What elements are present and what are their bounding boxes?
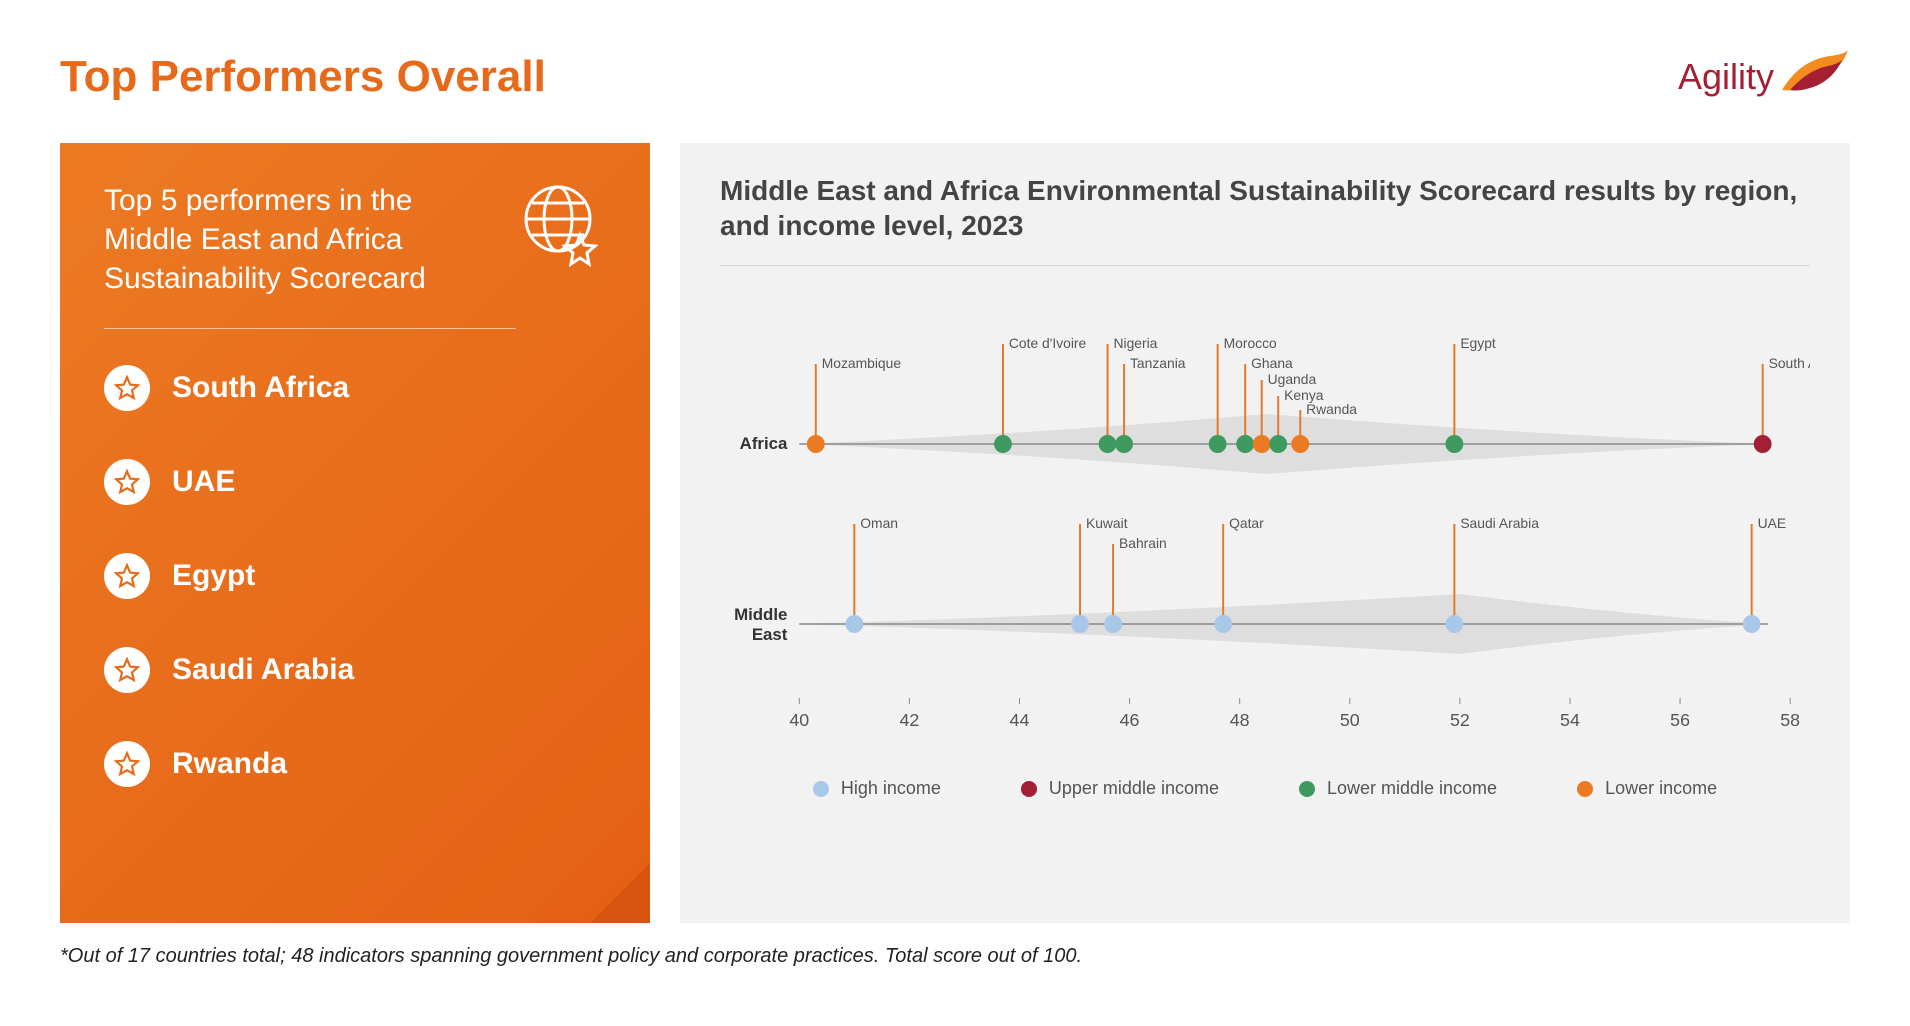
legend-label: Upper middle income [1049,778,1219,799]
list-item: UAE [104,459,606,505]
legend-label: Lower income [1605,778,1717,799]
legend-swatch [1021,781,1037,797]
chart-plot-area: Africa Mozambique Cote d'Ivoire Nigeria Tanz… [720,284,1810,764]
list-item-label: Egypt [172,559,255,593]
legend-item: High income [813,778,941,799]
chart-divider [720,265,1810,266]
footnote: *Out of 17 countries total; 48 indicator… [60,945,1850,968]
row-label: East [752,625,788,644]
data-point [1214,615,1232,633]
data-point [1743,615,1761,633]
data-point [845,615,863,633]
x-tick-label: 56 [1670,710,1690,730]
chart-legend: High income Upper middle income Lower midd… [720,778,1810,799]
point-label: Cote d'Ivoire [1009,335,1087,351]
x-tick-label: 42 [899,710,919,730]
list-item: South Africa [104,365,606,411]
main-content: Top 5 performers in the Middle East and … [60,143,1850,923]
data-point [994,435,1012,453]
point-label: Tanzania [1130,355,1186,371]
point-label: Nigeria [1114,335,1158,351]
legend-swatch [1577,781,1593,797]
star-icon [104,647,150,693]
data-point [1236,435,1254,453]
point-label: UAE [1758,515,1787,531]
point-label: Qatar [1229,515,1264,531]
data-point [1209,435,1227,453]
data-point [1754,435,1772,453]
legend-swatch [813,781,829,797]
x-tick-label: 58 [1780,710,1800,730]
star-icon [104,459,150,505]
data-point [1115,435,1133,453]
data-point [1291,435,1309,453]
legend-item: Lower middle income [1299,778,1497,799]
data-point [1104,615,1122,633]
x-tick-label: 46 [1120,710,1140,730]
chart-panel: Middle East and Africa Environmental Sus… [680,143,1850,923]
data-point [807,435,825,453]
data-point [1071,615,1089,633]
panel-title: Top 5 performers in the Middle East and … [104,181,464,298]
point-label: Oman [860,515,898,531]
panel-divider [104,328,516,329]
brand-logo-text: Agility [1678,56,1774,98]
list-item: Rwanda [104,741,606,787]
legend-label: Lower middle income [1327,778,1497,799]
point-label: Morocco [1224,335,1277,351]
row-label: Middle [734,605,787,624]
row-label: Africa [740,434,788,453]
list-item-label: Saudi Arabia [172,653,354,687]
x-tick-label: 50 [1340,710,1360,730]
brand-logo: Agility [1678,50,1850,103]
list-item: Saudi Arabia [104,647,606,693]
list-item-label: UAE [172,465,235,499]
point-label: Rwanda [1306,401,1357,417]
page-title: Top Performers Overall [60,52,546,102]
x-tick-label: 48 [1230,710,1250,730]
top-performers-list: South Africa UAE Egypt Saudi Arabia Rwanda [104,365,606,787]
header: Top Performers Overall Agility [60,50,1850,103]
x-tick-label: 52 [1450,710,1470,730]
data-point [1445,615,1463,633]
star-icon [104,741,150,787]
legend-item: Lower income [1577,778,1717,799]
star-icon [104,553,150,599]
x-tick-label: 54 [1560,710,1580,730]
point-label: Ghana [1251,355,1293,371]
point-label: Bahrain [1119,535,1167,551]
legend-swatch [1299,781,1315,797]
chart-title: Middle East and Africa Environmental Sus… [720,173,1810,243]
point-label: Saudi Arabia [1460,515,1539,531]
point-label: Uganda [1268,371,1317,387]
data-point [1445,435,1463,453]
list-item-label: Rwanda [172,747,287,781]
data-point [1099,435,1117,453]
x-tick-label: 40 [789,710,809,730]
x-tick-label: 44 [1010,710,1030,730]
legend-item: Upper middle income [1021,778,1219,799]
globe-star-icon [520,181,606,267]
legend-label: High income [841,778,941,799]
brand-flame-icon [1780,50,1850,103]
data-point [1269,435,1287,453]
data-point [1253,435,1271,453]
list-item-label: South Africa [172,371,349,405]
top-performers-panel: Top 5 performers in the Middle East and … [60,143,650,923]
point-label: Kuwait [1086,515,1128,531]
list-item: Egypt [104,553,606,599]
point-label: Mozambique [822,355,902,371]
point-label: Egypt [1460,335,1496,351]
point-label: South Africa [1769,355,1810,371]
star-icon [104,365,150,411]
